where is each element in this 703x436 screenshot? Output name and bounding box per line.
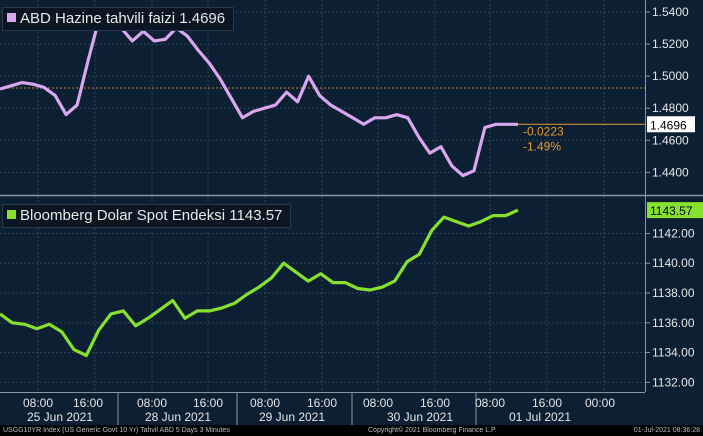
legend-label-top: ABD Hazine tahvili faizi 1.4696 [20,10,226,27]
legend-swatch-bottom [7,210,16,219]
last-value-label-1: 1143.57 [650,204,693,218]
ytick-label-1-5: 1132.00 [652,375,695,389]
ytick-label-0-0: 1.5400 [652,5,689,19]
ytick-label-1-0: 1142.00 [652,226,695,240]
series-line-0 [0,10,518,178]
xtick-time-7: 16:00 [420,396,450,410]
xtick-time-6: 08:00 [363,396,393,410]
footer-bar: USGG10YR Index (US Generic Govt 10 Yr) T… [0,425,703,436]
change-label-0: -0.0223 [523,124,564,138]
footer-timestamp: 01-Jul-2021 08:36:28 [633,427,700,434]
xtick-time-0: 08:00 [23,396,53,410]
ytick-label-0-4: 1.4600 [652,133,689,147]
xtick-time-2: 08:00 [137,396,167,410]
xtick-date-1: 28 Jun 2021 [145,410,211,424]
xtick-time-9: 16:00 [532,396,562,410]
axis-labels: 1.5400 1.5200 1.5000 1.4800 1.4600 1.4400 1.46… [23,5,703,424]
ytick-label-1-1: 1140.00 [652,256,695,270]
xtick-date-3: 30 Jun 2021 [387,410,453,424]
change-label-1: -1.49% [523,139,561,153]
ytick-label-0-2: 1.5000 [652,69,689,83]
ytick-label-0-1: 1.5200 [652,37,689,51]
legend-swatch-top [7,13,16,22]
xtick-time-4: 08:00 [250,396,280,410]
xtick-date-2: 29 Jun 2021 [259,410,325,424]
last-value-label-0: 1.4696 [650,118,687,132]
legend-top: ABD Hazine tahvili faizi 1.4696 [2,7,235,31]
series-layer [0,10,645,358]
series-line-1 [0,208,519,358]
ytick-label-1-2: 1138.00 [652,286,695,300]
xtick-time-8: 08:00 [475,396,505,410]
last-value-box-0 [647,116,695,133]
ytick-label-0-5: 1.4400 [652,165,689,179]
legend-bottom: Bloomberg Dolar Spot Endeksi 1143.57 [2,204,292,228]
xtick-date-4: 01 Jul 2021 [509,410,571,424]
chart-canvas: 1.5400 1.5200 1.5000 1.4800 1.4600 1.4400 1.46… [0,0,703,425]
xtick-time-5: 16:00 [307,396,337,410]
xtick-time-3: 16:00 [193,396,223,410]
last-value-box-1 [647,202,703,219]
axis-corner [645,392,703,425]
legend-label-bottom: Bloomberg Dolar Spot Endeksi 1143.57 [20,207,283,224]
footer-copyright: Copyright© 2021 Bloomberg Finance L.P. [368,427,497,434]
footer-source: USGG10YR Index (US Generic Govt 10 Yr) T… [3,427,230,434]
xtick-time-10: 00:00 [585,396,615,410]
axes [0,0,703,425]
ytick-label-0-3: 1.4800 [652,101,689,115]
xtick-date-0: 25 Jun 2021 [27,410,93,424]
ytick-label-1-3: 1136.00 [652,316,695,330]
xtick-time-1: 16:00 [73,396,103,410]
ytick-label-1-4: 1134.00 [652,346,695,360]
